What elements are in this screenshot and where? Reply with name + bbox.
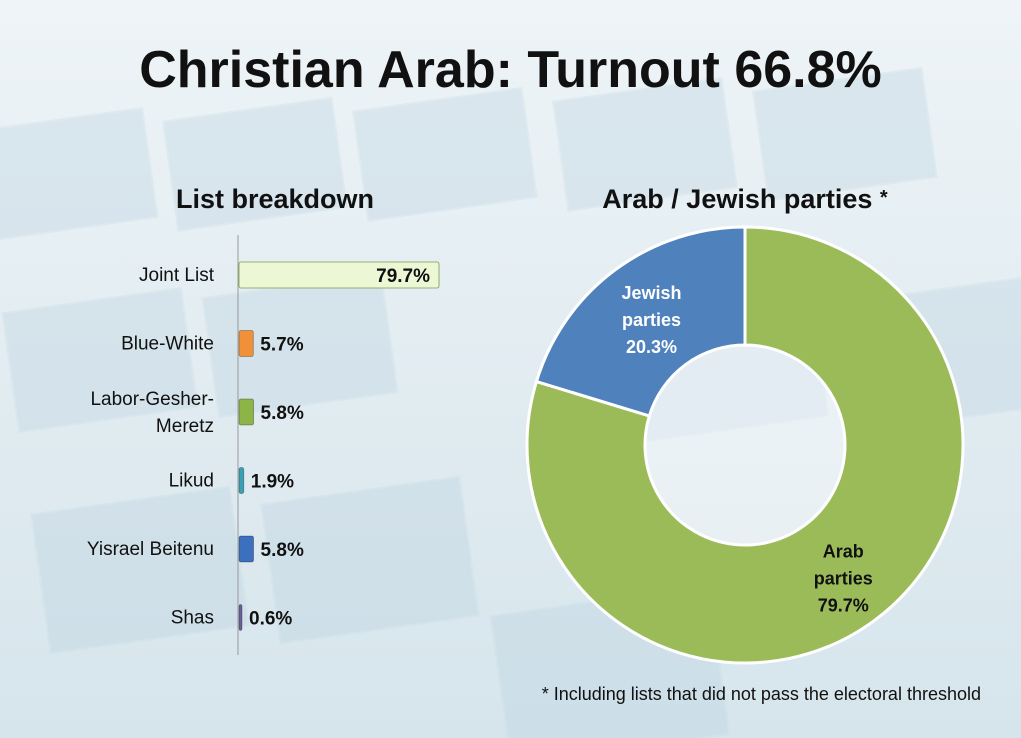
donut-hole — [646, 346, 844, 544]
bar-0 — [238, 261, 440, 289]
bar-value-label: 79.7% — [376, 266, 430, 287]
bar-category-label: Shas — [171, 608, 214, 629]
bar-value-label: 1.9% — [251, 472, 294, 493]
bar-value-label: 5.7% — [260, 335, 303, 356]
donut-slice-label: Jewish parties 20.3% — [622, 283, 682, 357]
page-title: Christian Arab: Turnout 66.8% — [139, 41, 882, 99]
donut-title-text: Arab / Jewish parties — [602, 184, 873, 214]
bar-2 — [238, 398, 254, 426]
bar-category-label: Joint List — [139, 265, 215, 286]
bar-value-label: 0.6% — [249, 609, 292, 630]
arab-jewish-donut-chart: Arab parties 79.7% Jewish parties 20.3% — [525, 225, 965, 665]
bar-value-label: 5.8% — [261, 540, 304, 561]
bar-3 — [238, 467, 245, 494]
donut-title-marker: * — [879, 187, 888, 209]
donut-slice-1 — [534, 225, 747, 418]
bar-category-label: Likud — [169, 471, 214, 492]
donut-chart-title: Arab / Jewish parties * — [560, 184, 930, 215]
bar-5 — [238, 604, 243, 631]
donut-slice-0 — [525, 225, 965, 665]
list-breakdown-bar-chart: Joint List 79.7% Blue-White 5.7% Labor-Geshe… — [87, 235, 440, 655]
bar-category-label: Yisrael Beitenu — [87, 539, 214, 560]
bar-chart-title: List breakdown — [175, 184, 375, 214]
bar-1 — [238, 330, 254, 357]
bar-category-label: Labor-Gesher-Meretz — [90, 389, 214, 437]
bar-4 — [238, 535, 254, 563]
bar-value-label: 5.8% — [261, 403, 304, 424]
bar-category-label: Blue-White — [121, 334, 214, 355]
donut-slice-label: Arab parties 79.7% — [814, 542, 873, 616]
footnote: * Including lists that did not pass the … — [541, 684, 981, 704]
